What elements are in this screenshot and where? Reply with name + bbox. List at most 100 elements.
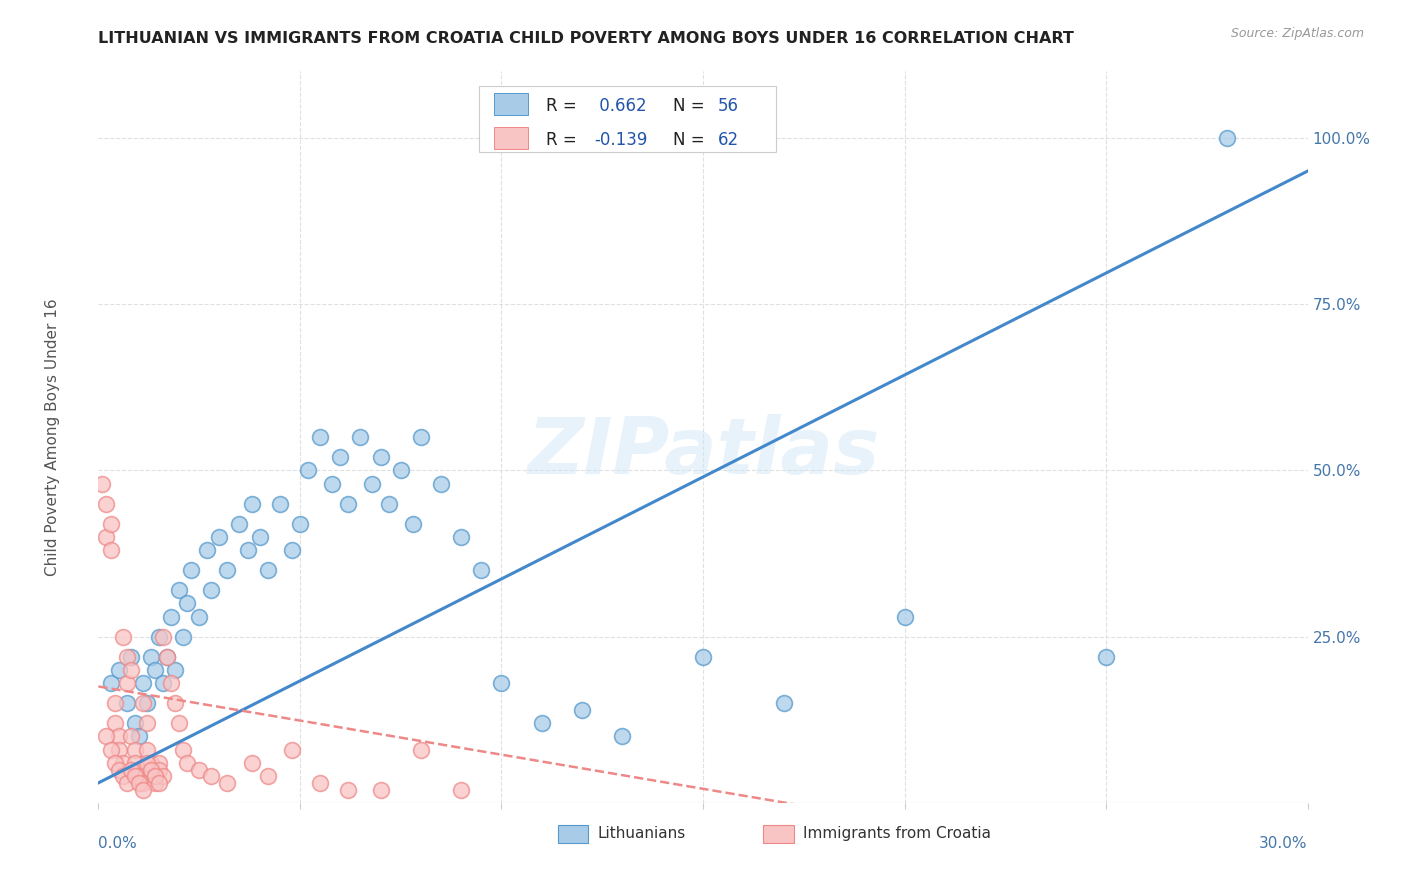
Point [256,563,278,577]
Point [139,763,162,777]
Point [135,716,157,731]
Point [132,776,155,790]
Point [1216,131,1239,145]
Point [217,776,239,790]
Point [200,582,222,597]
Point [128,763,150,777]
Point [96,530,118,544]
Point [893,609,915,624]
Point [297,463,319,477]
Point [128,769,150,783]
Point [132,782,155,797]
Point [309,776,332,790]
Point [389,463,412,477]
Point [148,630,170,644]
Point [103,696,125,710]
Point [135,756,157,770]
Point [120,763,142,777]
FancyBboxPatch shape [494,93,527,114]
Point [124,742,146,756]
Point [107,763,129,777]
Point [195,543,218,558]
Point [103,716,125,731]
Text: Immigrants from Croatia: Immigrants from Croatia [803,826,991,841]
Point [152,630,174,644]
Text: ZIPatlas: ZIPatlas [527,414,879,490]
Point [96,729,118,743]
Point [124,769,146,783]
Point [409,742,432,756]
Point [91,476,114,491]
Text: Source: ZipAtlas.com: Source: ZipAtlas.com [1230,27,1364,40]
Point [143,769,166,783]
Point [176,596,198,610]
Point [120,649,142,664]
Point [167,582,190,597]
Point [409,430,432,444]
Point [188,609,211,624]
Point [240,756,263,770]
Text: 62: 62 [717,131,738,149]
Point [115,776,138,790]
Point [167,716,190,731]
Point [132,696,155,710]
Point [160,676,183,690]
Text: 0.662: 0.662 [595,96,647,115]
Point [172,742,194,756]
Text: R =: R = [546,96,582,115]
Point [143,769,166,783]
Point [160,609,183,624]
Point [96,497,118,511]
FancyBboxPatch shape [763,825,794,843]
Point [111,769,134,783]
Point [100,543,122,558]
Point [281,742,304,756]
Point [321,476,343,491]
Point [124,716,146,731]
Point [156,649,179,664]
Point [491,676,513,690]
Text: Lithuanians: Lithuanians [598,826,686,841]
Point [152,769,174,783]
Point [172,630,194,644]
Point [370,450,392,464]
Point [128,776,150,790]
Point [309,430,332,444]
Point [337,782,360,797]
Point [176,756,198,770]
Point [361,476,384,491]
Point [124,756,146,770]
Point [692,649,714,664]
Point [450,530,472,544]
Point [156,649,179,664]
Point [139,649,162,664]
Point [107,663,129,677]
Point [115,676,138,690]
Point [349,430,371,444]
Text: N =: N = [672,131,710,149]
Point [530,716,553,731]
Point [188,763,211,777]
Point [128,729,150,743]
Point [132,676,155,690]
Point [200,769,222,783]
Point [100,742,122,756]
Point [240,497,263,511]
Point [120,663,142,677]
Point [100,516,122,531]
Point [281,543,304,558]
Point [120,729,142,743]
Point [377,497,399,511]
Point [135,742,157,756]
Text: 0.0%: 0.0% [98,836,138,851]
Point [208,530,231,544]
Point [103,756,125,770]
Point [370,782,392,797]
Point [217,563,239,577]
Point [470,563,492,577]
Point [256,769,278,783]
Text: R =: R = [546,131,582,149]
FancyBboxPatch shape [558,825,588,843]
Point [430,476,453,491]
Text: LITHUANIAN VS IMMIGRANTS FROM CROATIA CHILD POVERTY AMONG BOYS UNDER 16 CORRELAT: LITHUANIAN VS IMMIGRANTS FROM CROATIA CH… [98,31,1074,46]
